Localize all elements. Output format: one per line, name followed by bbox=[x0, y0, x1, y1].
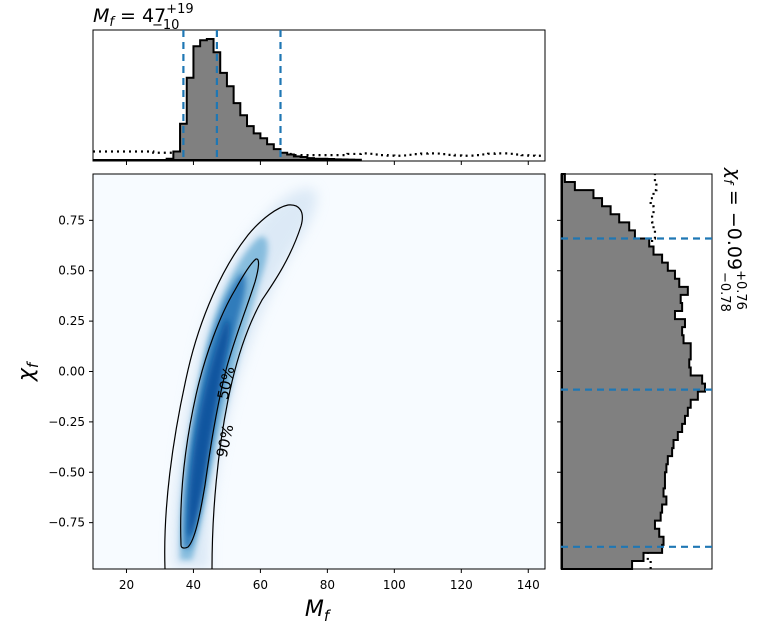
top-prior-histogram bbox=[93, 150, 545, 157]
x-axis-label: Mf bbox=[305, 597, 332, 625]
y-tick-label: 0.00 bbox=[58, 365, 85, 379]
x-tick-label: 100 bbox=[383, 578, 406, 592]
top-panel-frame bbox=[92, 29, 546, 162]
top-posterior-histogram bbox=[93, 38, 362, 161]
contour-50 bbox=[180, 258, 260, 549]
y-tick-label: −0.25 bbox=[48, 415, 85, 429]
x-tick-label: 140 bbox=[517, 578, 540, 592]
density-heatmap bbox=[164, 188, 318, 569]
top-marginal-panel: Mf = 47+19 −10 bbox=[92, 2, 546, 165]
x-tick-label: 120 bbox=[450, 578, 473, 592]
main-density-panel: 50% 90% 20 40 60 80 100 120 140−0.75−0.50−0.25… bbox=[14, 173, 546, 625]
y-tick-label: 0.25 bbox=[58, 314, 85, 328]
top-panel-title: Mf = 47+19 −10 bbox=[93, 2, 194, 33]
x-tick-label: 20 bbox=[119, 578, 134, 592]
top-quantile-lines bbox=[182, 30, 282, 161]
x-tick-label: 40 bbox=[186, 578, 201, 592]
x-tick-label: 80 bbox=[320, 578, 335, 592]
density-background bbox=[93, 174, 545, 569]
right-panel-title: χf = −0.09+0.76−0.78 bbox=[717, 167, 748, 312]
main-panel-ticks: 20 40 60 80 100 120 140 −0.75 −0.50 −0.25 0.00 0.25… bbox=[48, 213, 539, 592]
y-axis-label: χf bbox=[14, 360, 42, 382]
y-tick-label: −0.75 bbox=[48, 516, 85, 530]
right-panel-ticks bbox=[557, 219, 561, 524]
y-tick-label: 0.75 bbox=[58, 213, 85, 227]
x-tick-label: 60 bbox=[253, 578, 268, 592]
top-panel-ticks bbox=[125, 161, 529, 165]
density-peak-region bbox=[188, 319, 230, 535]
y-tick-label: −0.50 bbox=[48, 465, 85, 479]
y-tick-label: 0.50 bbox=[58, 264, 85, 278]
right-quantile-lines bbox=[561, 237, 712, 548]
right-marginal-panel: χf = −0.09+0.76−0.78 bbox=[557, 167, 748, 570]
contour-90 bbox=[164, 204, 303, 569]
right-posterior-histogram bbox=[561, 173, 706, 570]
